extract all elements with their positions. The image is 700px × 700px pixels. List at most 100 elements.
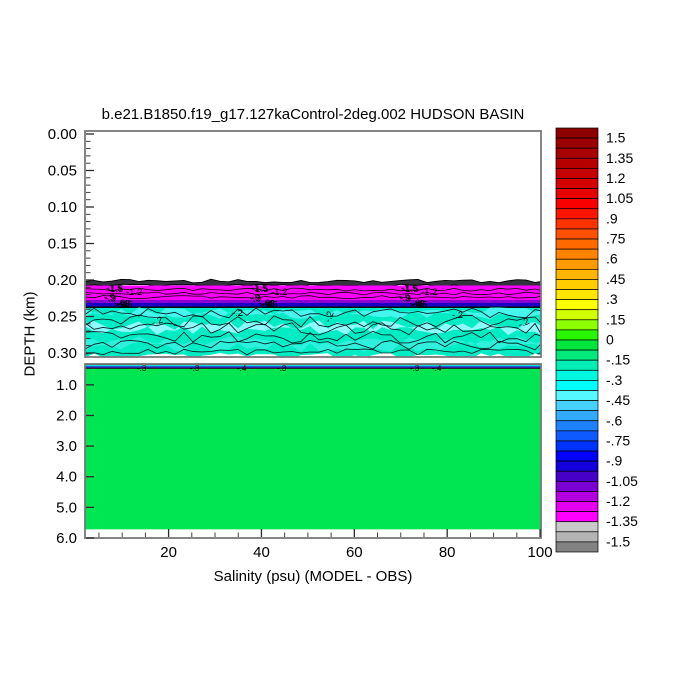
colorbar-band (555, 188, 599, 200)
y-tick-label: 0.00 (48, 126, 77, 143)
colorbar-band (555, 420, 599, 432)
contour-line (85, 322, 541, 336)
colorbar-tick-label: -1.2 (606, 493, 630, 509)
contour-label: -.3 (190, 364, 200, 373)
contour-band (85, 306, 541, 309)
colorbar-band (555, 319, 599, 331)
contour-line (85, 330, 541, 344)
colorbar-band (555, 521, 599, 533)
colorbar-band (555, 501, 599, 512)
colorbar-tick-label: .15 (606, 311, 626, 327)
y-tick-label: 1.0 (56, 377, 77, 394)
contour-band (85, 529, 541, 538)
colorbar-band (555, 127, 599, 139)
y-tick-label: 0.05 (48, 163, 77, 180)
contour-label: -.45 (411, 300, 427, 311)
y-tick-label: 0.30 (48, 345, 77, 362)
contour-label: -.9 (400, 293, 411, 304)
x-tick-label: 40 (253, 544, 270, 561)
colorbar-band (555, 268, 599, 280)
y-tick-label: 0.25 (48, 309, 77, 326)
contour-label: -.9 (399, 293, 410, 304)
colorbar-band (555, 289, 599, 300)
colorbar: 1.5 1.35 1.2 1.05 .9 .75 .6 .45 .3 .15 0 -.15 -.3 -.4… (555, 127, 638, 553)
contour-line (85, 339, 541, 351)
contour-label: -.4 (262, 299, 273, 310)
colorbar-tick-label: .9 (606, 210, 618, 226)
y-tick-label: 4.0 (56, 469, 77, 486)
colorbar-band (555, 258, 599, 270)
contour-label: -.3 (137, 364, 147, 373)
y-tick-label: 6.0 (56, 530, 77, 547)
contour-line (85, 295, 541, 300)
colorbar-band (555, 440, 599, 452)
y-tick-label: 0.10 (48, 199, 77, 216)
y-tick-label: 0.15 (48, 236, 77, 253)
colorbar-tick-label: -.6 (606, 412, 623, 428)
contour-label: -.3 (410, 364, 420, 373)
panel-frame (84, 363, 542, 539)
colorbar-band (555, 470, 599, 482)
colorbar-tick-label: -.9 (606, 453, 623, 469)
colorbar-band (555, 248, 599, 260)
y-tick-label: 2.0 (56, 407, 77, 424)
colorbar-band (555, 359, 599, 371)
axes (86, 133, 541, 539)
contour-label: -.2 (452, 310, 463, 321)
contour-line (85, 314, 541, 328)
contour-line (85, 307, 541, 319)
contour-label: -.45 (116, 300, 132, 311)
colorbar-tick-label: -.15 (606, 352, 630, 368)
colorbar-band (555, 480, 599, 492)
colorbar-band (555, 460, 599, 472)
contour-label: -1.5 (251, 283, 267, 294)
contour-label: -1.5 (401, 283, 417, 294)
contour-label: -.3 (414, 299, 425, 310)
contour-label: -.5 (260, 300, 271, 311)
contour-band (85, 134, 541, 282)
contour-fill-ribbon (86, 353, 541, 357)
colorbar-band (555, 168, 599, 179)
contour-band (85, 366, 541, 368)
colorbar-tick-label: .3 (606, 291, 618, 307)
colorbar-tick-label: .75 (606, 231, 626, 247)
colorbar-band (555, 309, 599, 321)
contour-label: -.4 (117, 299, 128, 310)
contour-band (85, 302, 541, 307)
colorbar-band (555, 238, 599, 250)
x-tick-label: 20 (160, 544, 177, 561)
upper: -1.5-1.5 -1.2-.9-.9-.6-.4-.5-.3-.45-1.5-1… (85, 131, 541, 357)
contour-label: -.2 (517, 316, 532, 331)
contour-line (85, 278, 541, 284)
colorbar-tick-label: .45 (606, 271, 626, 287)
contour-fill-ribbon (85, 336, 541, 352)
colorbar-band (555, 430, 599, 442)
contour-label: -.9 (104, 293, 115, 304)
colorbar-tick-label: 0 (606, 331, 614, 347)
x-tick-label: 60 (346, 544, 363, 561)
colorbar-band (555, 380, 599, 391)
contour-label: -.3 (277, 364, 287, 373)
colorbar-tick-label: -1.5 (606, 533, 630, 549)
colorbar-tick-label: 1.2 (606, 170, 626, 186)
colorbar-band (555, 390, 599, 401)
colorbar-tick-label: -1.05 (606, 473, 638, 489)
y-tick-label: 0.20 (48, 272, 77, 289)
colorbar-band (555, 157, 599, 169)
contour-label: -.3 (119, 299, 130, 310)
colorbar-band (555, 541, 599, 553)
colorbar-band (555, 228, 599, 240)
contour-label: -.5 (115, 300, 126, 311)
colorbar-band (555, 369, 599, 381)
colorbar-tick-label: 1.5 (606, 130, 626, 146)
contour-band (85, 368, 541, 530)
y-tick-label: 5.0 (56, 499, 77, 516)
panel-frame (84, 130, 542, 358)
contour-label: -1.2 (421, 287, 437, 298)
colorbar-band (555, 147, 599, 159)
contour-label: -.2 (322, 310, 336, 324)
colorbar-tick-label: -.75 (606, 432, 630, 448)
contour-label: -1.5 (107, 284, 123, 295)
colorbar-band (555, 137, 599, 149)
